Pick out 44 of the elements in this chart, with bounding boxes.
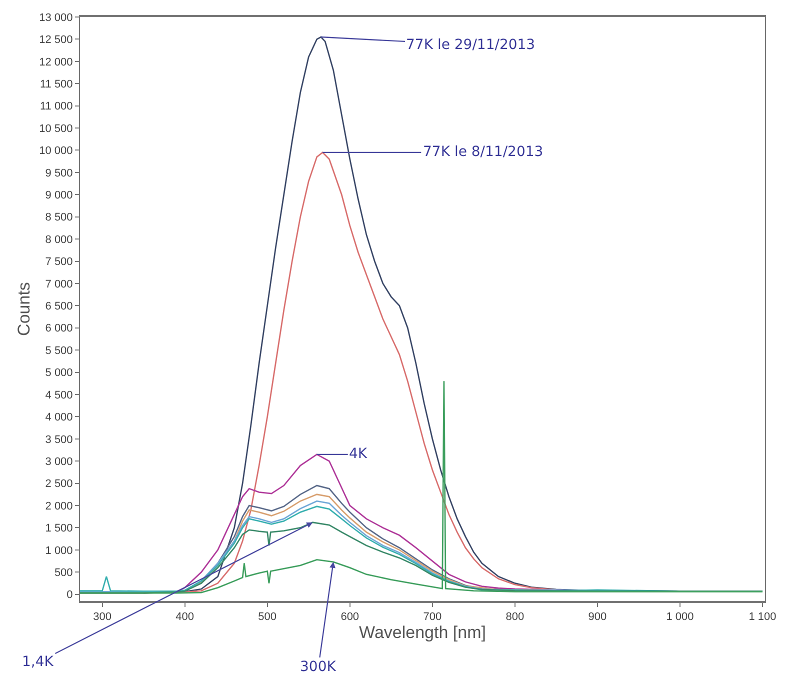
y-tick-label: 9 500 (45, 167, 73, 180)
annotation: 77K le 8/11/2013 (423, 144, 544, 160)
y-tick-label: 2 500 (45, 478, 73, 490)
y-tick-label: 10 500 (39, 122, 73, 135)
y-tick-label: 0 (66, 589, 73, 602)
y-tick-label: 8 000 (45, 234, 73, 246)
y-tick-label: 500 (54, 566, 73, 579)
x-tick-label: 1 100 (748, 611, 776, 624)
y-tick-label: 5 500 (45, 344, 73, 357)
y-tick-label: 10 000 (39, 145, 73, 158)
x-tick-label: 500 (258, 611, 277, 624)
x-tick-label: 900 (588, 611, 607, 624)
x-axis-title: Wavelength [nm] (359, 623, 486, 642)
y-tick-label: 13 000 (39, 12, 73, 24)
y-tick-label: 6 000 (45, 322, 73, 335)
y-tick-label: 8 500 (45, 212, 73, 224)
y-tick-label: 11 000 (40, 100, 73, 113)
y-tick-label: 3 500 (45, 434, 73, 446)
annotation: 1,4K (22, 654, 54, 670)
annotation: 300K (300, 659, 337, 675)
y-tick-label: 6 500 (45, 300, 73, 313)
y-tick-label: 7 500 (45, 256, 73, 268)
annotation: 77K le 29/11/2013 (406, 37, 536, 53)
y-tick-label: 12 500 (39, 34, 73, 46)
x-tick-label: 400 (176, 611, 194, 624)
y-axis-title: Counts (14, 282, 34, 336)
x-tick-label: 800 (506, 611, 524, 624)
y-tick-label: 1 500 (45, 522, 73, 535)
y-tick-label: 7 000 (45, 278, 73, 290)
y-tick-label: 4 000 (45, 412, 73, 424)
y-tick-label: 5 000 (45, 367, 73, 380)
y-tick-label: 9 000 (45, 189, 73, 202)
y-tick-label: 11 500 (40, 78, 73, 90)
x-tick-label: 300 (93, 611, 112, 624)
y-tick-label: 1 000 (45, 544, 73, 557)
y-tick-label: 3 000 (45, 456, 73, 468)
y-tick-label: 4 500 (45, 389, 73, 402)
annotation: 4K (349, 446, 368, 462)
line-series (80, 380, 764, 594)
y-tick-label: 12 000 (39, 56, 73, 68)
x-tick-label: 1 000 (666, 611, 694, 624)
x-tick-label: 600 (340, 611, 360, 624)
x-tick-label: 700 (423, 611, 442, 624)
y-tick-label: 2 000 (45, 500, 73, 512)
